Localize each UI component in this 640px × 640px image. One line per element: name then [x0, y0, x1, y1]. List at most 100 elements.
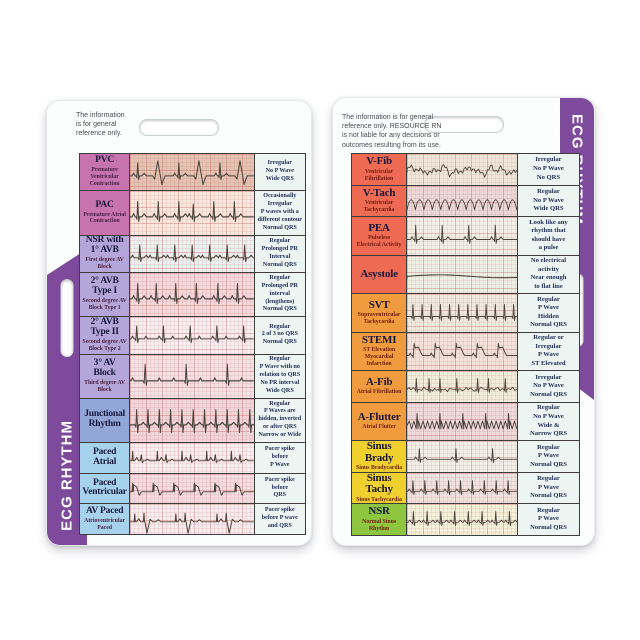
rhythm-row: PVC Premature Ventricular Contraction Irre…: [80, 154, 305, 191]
rhythm-row: 2° AVB Type II Second degree AV Block Typ…: [80, 316, 305, 354]
ecg-waveform: [130, 363, 254, 386]
rhythm-row: Paced Ventricular Pacer spike before QRS: [80, 472, 305, 504]
rhythm-row: Junctional Rhythm Regular P Waves are hid…: [80, 397, 305, 442]
rhythm-description: Regular P Wave Normal QRS: [517, 472, 579, 504]
rhythm-name-cell: Junctional Rhythm: [80, 398, 131, 442]
rhythm-title: 2° AVB Type II: [90, 317, 119, 337]
rhythm-name-cell: PVC Premature Ventricular Contraction: [80, 154, 131, 191]
rhythm-description: Regular P Wave Normal QRS: [517, 504, 579, 535]
ecg-waveform: [407, 511, 517, 527]
rhythm-name-cell: A-Flutter Atrial Flutter: [352, 402, 408, 441]
rhythm-title: Junctional Rhythm: [84, 409, 125, 430]
rhythm-description: Look like any rhythm that should have a …: [517, 217, 579, 255]
ecg-strip: [407, 294, 518, 332]
ecg-waveform: [407, 303, 517, 322]
ecg-strip: [407, 441, 518, 472]
rhythm-name-cell: PAC Premature Atrial Contraction: [80, 191, 131, 235]
disclaimer-text: The information is for general reference…: [76, 112, 125, 138]
rhythm-subtitle: Ventricular Fibrillation: [364, 168, 394, 182]
rhythm-description: Regular P Wave Normal QRS: [517, 441, 579, 472]
rhythm-row: Sinus Brady Sinus Bradycardia Regular P Wa…: [352, 440, 579, 472]
ecg-strip: [130, 504, 255, 535]
rhythm-title: Paced Atrial: [92, 446, 117, 467]
rhythm-description: Pacer spike before QRS: [254, 473, 305, 504]
rhythm-name-cell: SVT Supraventricular Tachycardia: [352, 294, 408, 332]
rhythm-title: A-Flutter: [357, 410, 401, 423]
rhythm-subtitle: Atrial Flutter: [362, 424, 396, 431]
rhythm-name-cell: PEA Pulseless Electrical Activity: [352, 217, 408, 255]
rhythm-title: A-Fib: [365, 375, 393, 388]
ecg-waveform: [130, 325, 254, 344]
ecg-strip: [130, 235, 255, 273]
rhythm-name-cell: NSR with 1° AVB First degree AV Block: [80, 235, 131, 273]
rhythm-subtitle: Normal Sinus Rhythm: [362, 518, 397, 532]
ecg-waveform: [407, 342, 517, 358]
rhythm-name-cell: Paced Ventricular: [80, 473, 131, 504]
rhythm-subtitle: ST Elevation Myocardial Infarction: [363, 347, 396, 368]
rhythm-description: Irregular No P Wave No QRS: [517, 154, 579, 185]
rhythm-row: AV Paced Atrioventricular Paced Pacer spik…: [80, 503, 305, 535]
rhythm-name-cell: 2° AVB Type II Second degree AV Block Typ…: [80, 317, 131, 354]
rhythm-description: Regular P Wave with no relation to QRS N…: [254, 354, 305, 398]
rhythm-name-cell: AV Paced Atrioventricular Paced: [80, 504, 131, 535]
rhythm-name-cell: Asystole: [352, 255, 408, 294]
ecg-strip: [130, 354, 255, 398]
ecg-waveform: [407, 224, 517, 245]
rhythm-title: PVC: [95, 155, 115, 166]
rhythm-title: Paced Ventricular: [82, 477, 127, 498]
ecg-reference-card-left: The information is for general reference…: [46, 100, 312, 546]
rhythm-title: 2° AVB Type I: [90, 276, 119, 297]
ecg-strip: [130, 273, 255, 317]
ecg-waveform: [407, 479, 517, 495]
ecg-waveform: [407, 448, 517, 464]
rhythm-description: No electrical activity Near enough to fl…: [517, 255, 579, 294]
rhythm-title: 3° AV Block: [93, 357, 116, 378]
rhythm-row: STEMI ST Elevation Myocardial Infarction R…: [352, 331, 579, 371]
ecg-strip: [407, 371, 518, 402]
rhythm-name-cell: STEMI ST Elevation Myocardial Infarction: [352, 332, 408, 371]
rhythm-row: A-Flutter Atrial Flutter Regular No P Wave…: [352, 401, 579, 441]
rhythm-subtitle: Sinus Bradycardia: [355, 465, 403, 472]
rhythm-description: Regular P Waves are hidden, inverted or …: [254, 398, 305, 442]
rhythm-description: Regular 2 of 3 no QRS Normal QRS: [254, 317, 305, 354]
rhythm-subtitle: Second degree AV Block Type 2: [82, 338, 127, 352]
rhythm-description: Regular No P Wave Wide & Narrow QRS: [517, 402, 579, 441]
rhythm-row: PAC Premature Atrial Contraction Occasiona…: [80, 190, 305, 235]
ecg-waveform: [407, 273, 517, 279]
rhythm-title: V-Tach: [362, 186, 396, 199]
ecg-waveform: [130, 408, 254, 433]
rhythm-name-cell: Sinus Tachy Sinus Tachycardia: [352, 472, 408, 504]
ecg-waveform: [130, 512, 254, 534]
rhythm-subtitle: Third degree AV Block: [84, 379, 126, 393]
rhythm-name-cell: V-Fib Ventricular Fibrillation: [352, 154, 408, 185]
disclaimer-text: The information is for general reference…: [342, 114, 442, 149]
rhythm-subtitle: Sinus Tachycardia: [356, 496, 402, 503]
ecg-strip: [130, 473, 255, 504]
rhythm-subtitle: Atrioventricular Paced: [84, 517, 126, 531]
ecg-strip: [407, 185, 518, 217]
rhythm-row: V-Tach Ventricular Tachycardia Regular No …: [352, 184, 579, 217]
vertical-badge-slot: [60, 279, 74, 357]
rhythm-subtitle: Ventricular Tachycardia: [363, 200, 395, 214]
ecg-strip: [130, 154, 255, 191]
rhythm-row: SVT Supraventricular Tachycardia Regular P…: [352, 293, 579, 332]
rhythm-subtitle: Pulseless Electrical Activity: [356, 235, 402, 249]
rhythm-table-left: PVC Premature Ventricular Contraction Irre…: [79, 153, 306, 535]
rhythm-title: PAC: [95, 199, 114, 210]
rhythm-title: Asystole: [360, 267, 398, 280]
horizontal-badge-slot: [139, 119, 219, 136]
ecg-strip: [407, 402, 518, 441]
ecg-strip: [130, 398, 255, 442]
rhythm-description: Regular Prolonged PR interval (lengthens…: [254, 273, 305, 317]
ecg-waveform: [407, 198, 517, 210]
rhythm-title: V-Fib: [366, 155, 392, 168]
rhythm-title: NSR with 1° AVB: [85, 235, 124, 256]
rhythm-subtitle: Atrial Fibrillation: [356, 389, 402, 396]
ecg-waveform: [130, 244, 254, 262]
rhythm-row: Asystole No electrical activity Near enou…: [352, 254, 579, 294]
rhythm-description: Pacer spike before P wave and QRS: [254, 504, 305, 535]
rhythm-description: Regular No P Wave Wide QRS: [517, 185, 579, 217]
rhythm-description: Regular or Irregular P Wave ST Elevated: [517, 332, 579, 371]
ecg-waveform: [130, 482, 254, 496]
